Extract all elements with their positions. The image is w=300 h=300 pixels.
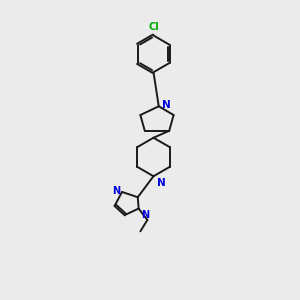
Text: Cl: Cl — [148, 22, 159, 32]
Text: N: N — [157, 178, 166, 188]
Text: N: N — [112, 186, 120, 196]
Text: N: N — [162, 100, 171, 110]
Text: N: N — [141, 210, 149, 220]
